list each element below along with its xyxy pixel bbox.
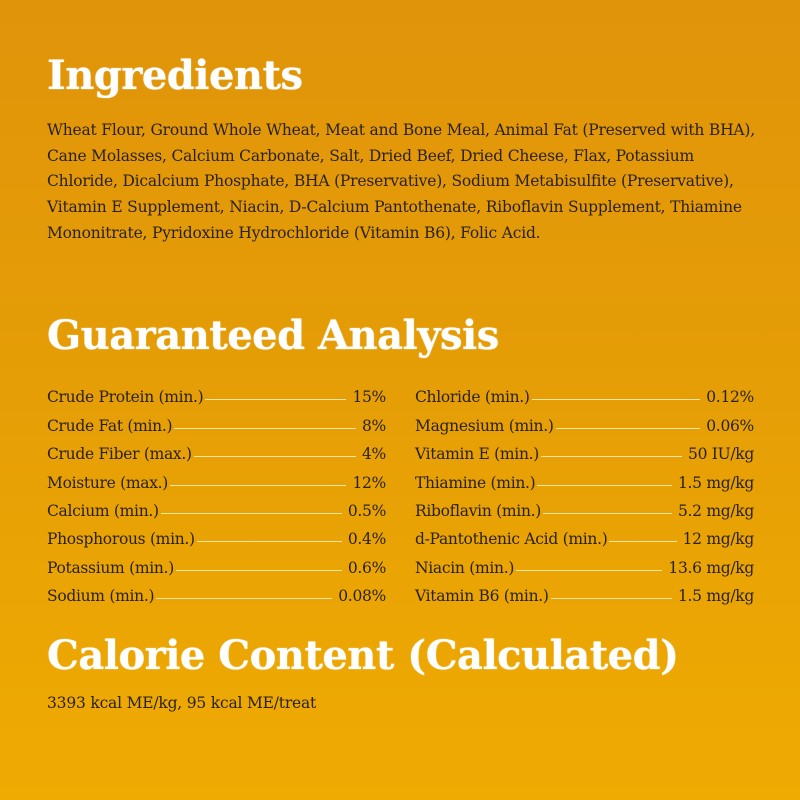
analysis-value: 0.4% — [347, 530, 386, 549]
analysis-label: Calcium (min.) — [47, 501, 159, 520]
analysis-value: 0.5% — [347, 501, 386, 520]
leader-line — [555, 427, 701, 429]
analysis-row: Moisture (max.) 12% — [47, 463, 386, 492]
analysis-row: Niacin (min.) 13.6 mg/kg — [415, 548, 754, 577]
analysis-label: Moisture (max.) — [47, 473, 169, 492]
leader-line — [543, 512, 672, 514]
analysis-row: Crude Fat (min.) 8% — [47, 406, 386, 435]
leader-line — [205, 398, 347, 401]
analysis-value: 13.6 mg/kg — [668, 558, 754, 577]
calorie-content-heading: Calorie Content (Calculated) — [47, 632, 679, 679]
analysis-row: Vitamin B6 (min.) 1.5 mg/kg — [415, 577, 754, 605]
guaranteed-analysis-heading: Guaranteed Analysis — [47, 312, 499, 359]
ingredients-text: Wheat Flour, Ground Whole Wheat, Meat an… — [47, 121, 756, 242]
leader-line — [160, 512, 342, 514]
analysis-label: Vitamin E (min.) — [415, 445, 540, 464]
analysis-value: 4% — [362, 445, 386, 464]
analysis-value: 0.6% — [347, 558, 386, 577]
analysis-label: Phosphorous (min.) — [47, 530, 195, 549]
analysis-label: Potassium (min.) — [47, 558, 174, 577]
leader-line — [516, 569, 663, 571]
analysis-value: 1.5 mg/kg — [677, 587, 754, 606]
analysis-label: Vitamin B6 (min.) — [415, 587, 549, 606]
leader-line — [156, 597, 333, 600]
leader-line — [170, 484, 347, 486]
leader-line — [531, 398, 701, 401]
analysis-value: 12 mg/kg — [682, 530, 755, 549]
analysis-row: Chloride (min.) 0.12% — [415, 378, 754, 406]
leader-line — [541, 455, 683, 458]
analysis-value: 1.5 mg/kg — [677, 473, 754, 492]
analysis-row: Vitamin E (min.) 50 IU/kg — [415, 435, 754, 463]
leader-line — [609, 540, 677, 543]
analysis-row: Calcium (min.) 0.5% — [47, 492, 386, 520]
analysis-label: Chloride (min.) — [415, 388, 530, 407]
calorie-content-text: 3393 kcal ME/kg, 95 kcal ME/treat — [47, 694, 317, 712]
analysis-column-right: Chloride (min.) 0.12% Magnesium (min.) 0.0… — [415, 378, 754, 605]
leader-line — [550, 597, 672, 600]
analysis-row: Riboflavin (min.) 5.2 mg/kg — [415, 492, 754, 520]
leader-line — [175, 569, 342, 571]
analysis-row: d-Pantothenic Acid (min.) 12 mg/kg — [415, 520, 754, 548]
analysis-label: Crude Fiber (max.) — [47, 445, 192, 464]
analysis-row: Phosphorous (min.) 0.4% — [47, 520, 386, 548]
analysis-value: 50 IU/kg — [688, 445, 754, 464]
analysis-column-left: Crude Protein (min.) 15% Crude Fat (min.)… — [47, 378, 386, 605]
analysis-value: 8% — [362, 416, 386, 435]
analysis-label: Crude Protein (min.) — [47, 388, 204, 407]
ingredients-heading: Ingredients — [47, 52, 303, 99]
analysis-label: Sodium (min.) — [47, 587, 155, 606]
analysis-row: Magnesium (min.) 0.06% — [415, 406, 754, 435]
analysis-value: 0.06% — [706, 416, 754, 435]
analysis-label: Thiamine (min.) — [415, 473, 536, 492]
analysis-value: 15% — [352, 388, 386, 407]
leader-line — [174, 427, 356, 429]
analysis-value: 0.12% — [706, 388, 754, 407]
analysis-value: 5.2 mg/kg — [677, 501, 754, 520]
analysis-label: Magnesium (min.) — [415, 416, 554, 435]
analysis-value: 12% — [352, 473, 386, 492]
leader-line — [196, 540, 342, 543]
analysis-row: Thiamine (min.) 1.5 mg/kg — [415, 463, 754, 492]
analysis-label: Riboflavin (min.) — [415, 501, 541, 520]
analysis-row: Potassium (min.) 0.6% — [47, 548, 386, 577]
analysis-label: Niacin (min.) — [415, 558, 515, 577]
analysis-row: Crude Protein (min.) 15% — [47, 378, 386, 406]
leader-line — [193, 455, 356, 458]
analysis-row: Sodium (min.) 0.08% — [47, 577, 386, 605]
analysis-label: Crude Fat (min.) — [47, 416, 173, 435]
analysis-value: 0.08% — [338, 587, 386, 606]
leader-line — [537, 484, 672, 486]
analysis-row: Crude Fiber (max.) 4% — [47, 435, 386, 463]
analysis-label: d-Pantothenic Acid (min.) — [415, 530, 608, 549]
